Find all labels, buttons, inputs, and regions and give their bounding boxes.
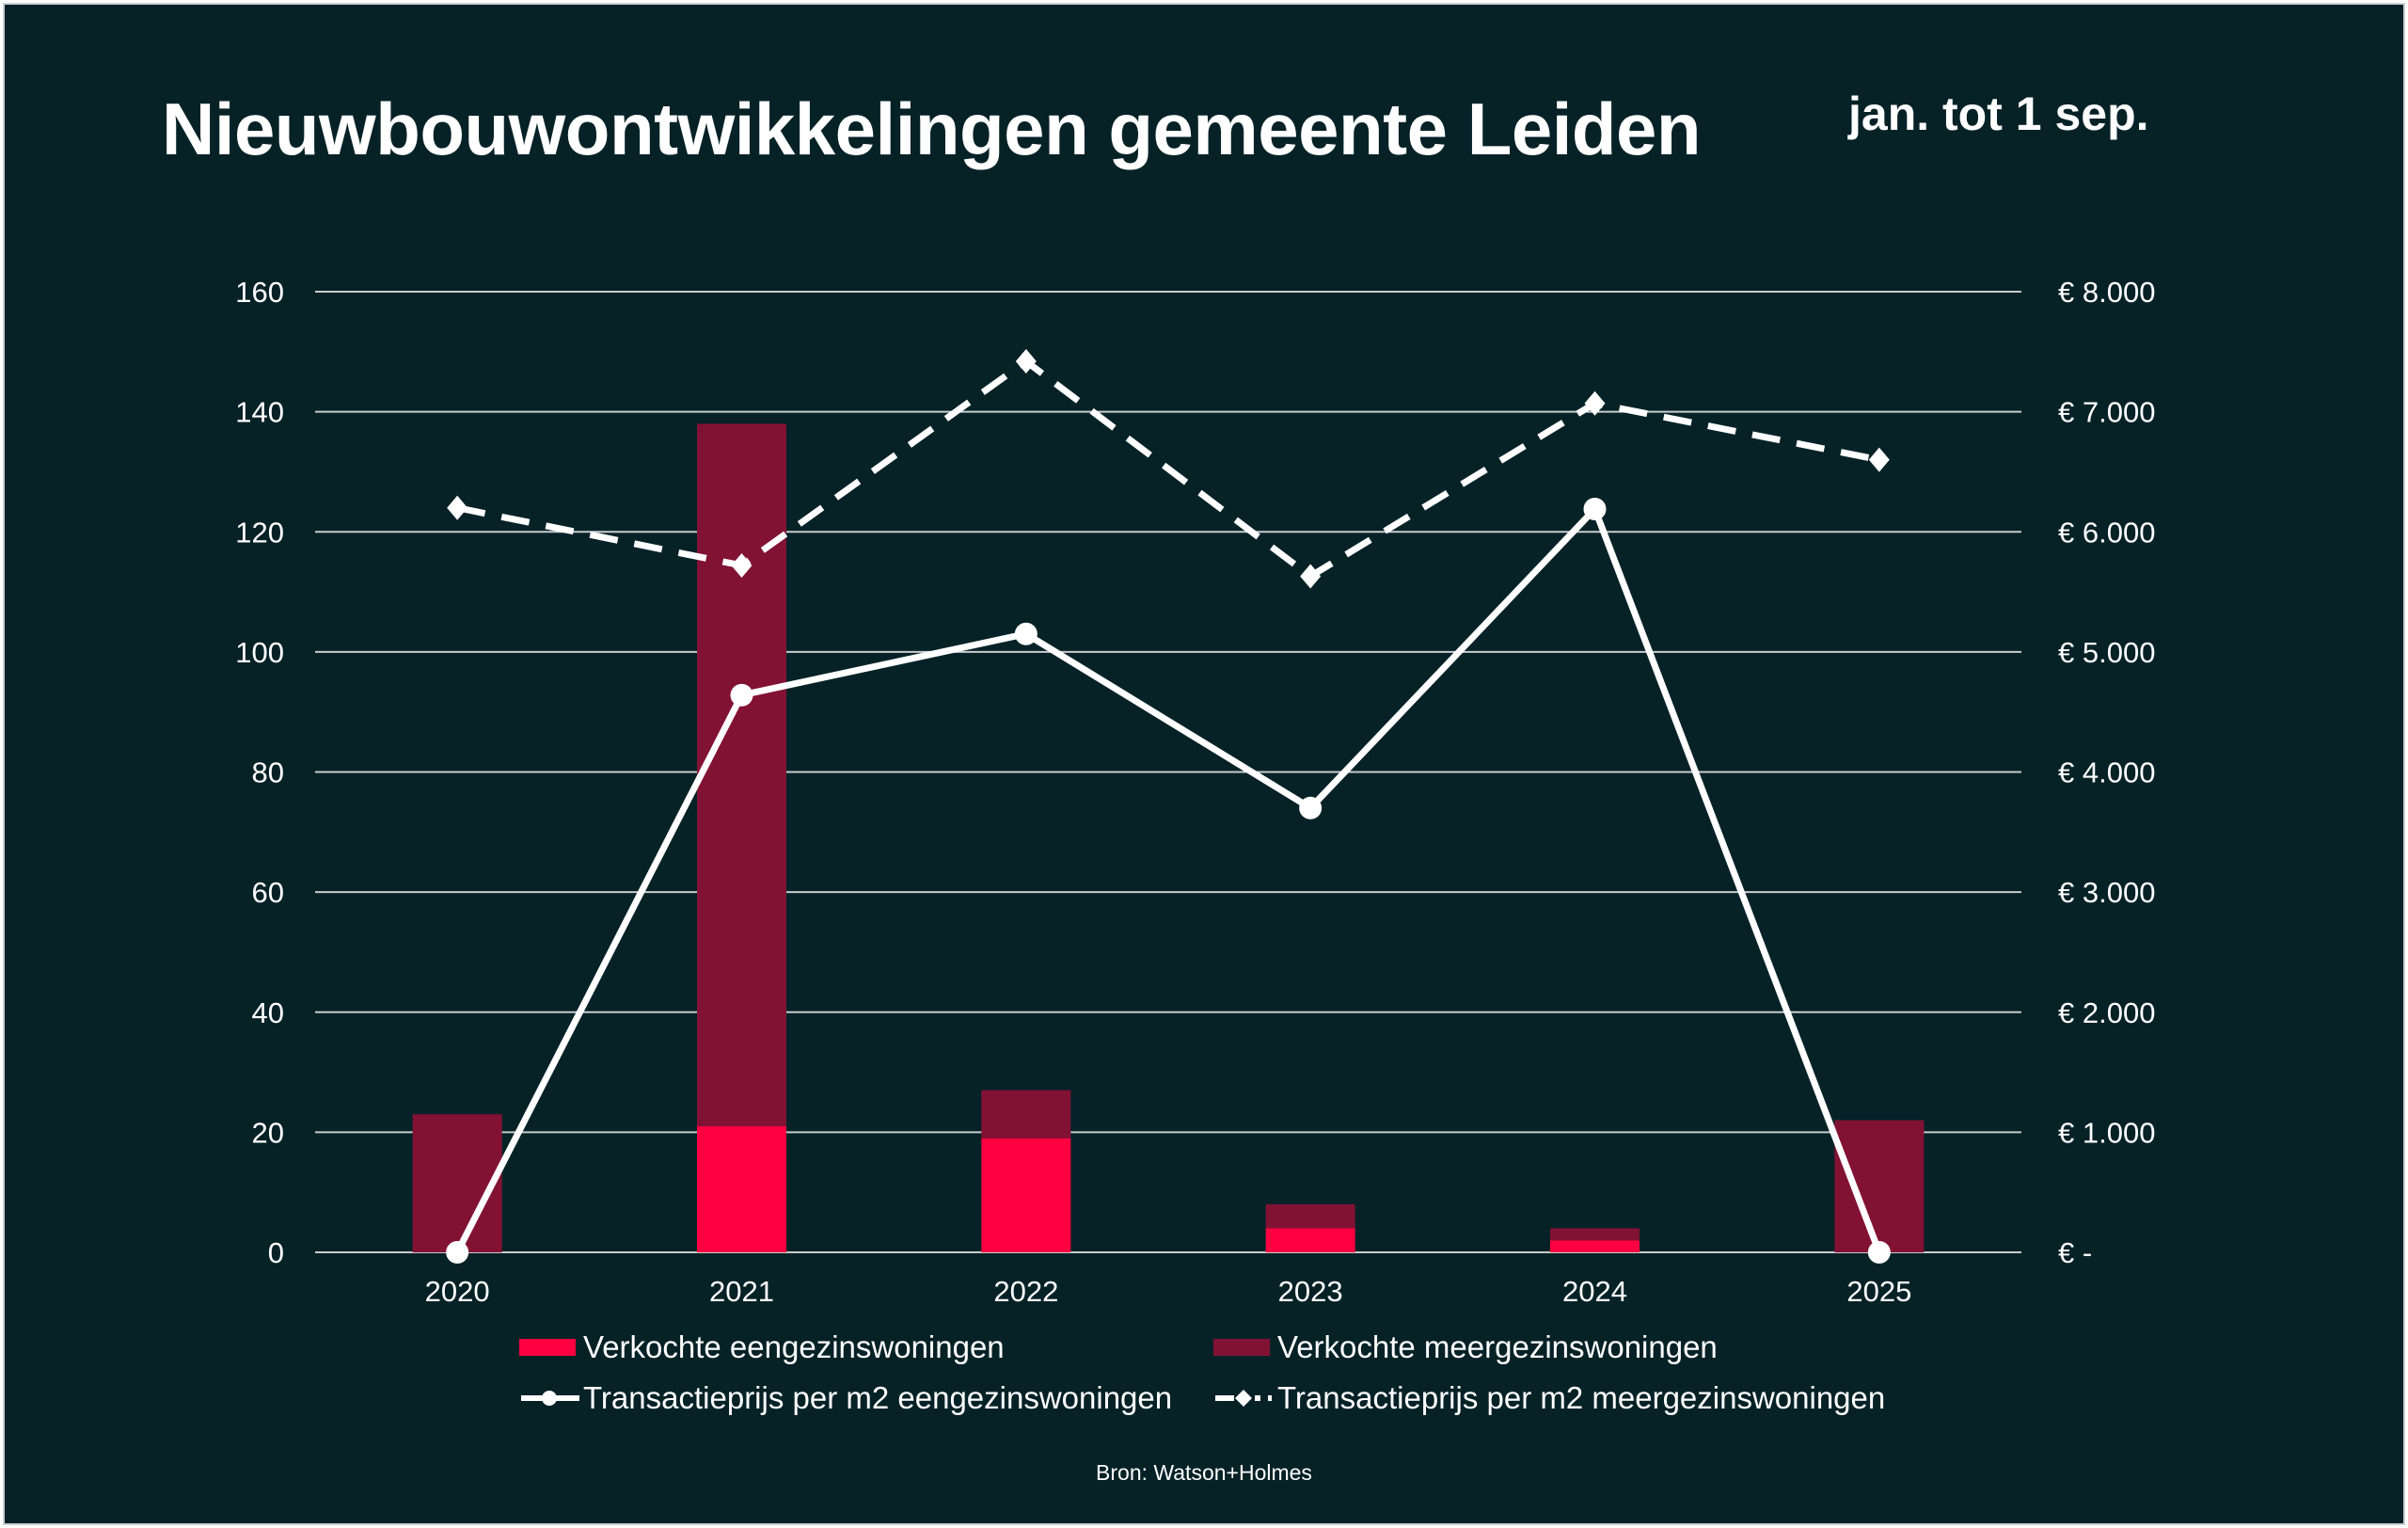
y2-tick-label: € 8.000 bbox=[2058, 276, 2155, 309]
x-tick-label: 2020 bbox=[425, 1275, 490, 1308]
line-meergezins-price bbox=[456, 358, 1880, 580]
x-tick-label: 2024 bbox=[1562, 1275, 1627, 1308]
y-tick-label: 140 bbox=[235, 396, 284, 429]
marker-circle bbox=[1867, 1241, 1891, 1264]
legend-label: Transactieprijs per m2 meergezinswoninge… bbox=[1277, 1380, 1886, 1415]
bar-meergezins bbox=[1834, 1120, 1925, 1252]
legend-line-circle-icon bbox=[521, 1391, 579, 1406]
marker-circle bbox=[446, 1241, 469, 1264]
legend-item-eengezins-bar: Verkochte eengezinswoningen bbox=[519, 1329, 1005, 1365]
y-tick-label: 20 bbox=[252, 1116, 284, 1149]
bar-eengezins bbox=[1265, 1228, 1355, 1252]
marker-circle bbox=[1299, 796, 1323, 820]
chart-subtitle: jan. tot 1 sep. bbox=[1848, 88, 2149, 140]
y2-tick-label: € 3.000 bbox=[2058, 876, 2155, 909]
source-note: Bron: Watson+Holmes bbox=[1096, 1460, 1312, 1485]
legend-item-eengezins-line: Transactieprijs per m2 eengezinswoningen bbox=[519, 1380, 1172, 1416]
marker-diamond bbox=[1868, 447, 1890, 472]
marker-diamond bbox=[731, 552, 752, 578]
x-tick-label: 2022 bbox=[993, 1275, 1058, 1308]
y-tick-label: 60 bbox=[252, 876, 284, 909]
x-tick-label: 2025 bbox=[1846, 1275, 1911, 1308]
bar-meergezins bbox=[1265, 1203, 1355, 1229]
y-tick-label: 100 bbox=[235, 636, 284, 669]
bar-meergezins bbox=[981, 1090, 1071, 1138]
y2-tick-label: € 4.000 bbox=[2058, 756, 2155, 789]
x-tick-label: 2021 bbox=[709, 1275, 774, 1308]
legend-swatch bbox=[1213, 1339, 1270, 1356]
legend-swatch bbox=[519, 1339, 576, 1356]
marker-circle bbox=[1014, 622, 1038, 645]
legend-label: Verkochte meergezinswoningen bbox=[1277, 1329, 1718, 1364]
y-tick-label: 160 bbox=[235, 276, 284, 309]
chart-title: Nieuwbouwontwikkelingen gemeente Leiden bbox=[162, 88, 1702, 170]
bar-meergezins bbox=[1550, 1228, 1640, 1241]
legend-item-meergezins-line: Transactieprijs per m2 meergezinswoninge… bbox=[1213, 1380, 1885, 1416]
legend-label: Transactieprijs per m2 eengezinswoningen bbox=[583, 1380, 1173, 1415]
legend-line-diamond-icon bbox=[1215, 1390, 1272, 1407]
bar-eengezins bbox=[981, 1138, 1071, 1252]
legend-item-meergezins-bar: Verkochte meergezinswoningen bbox=[1213, 1329, 1718, 1365]
y2-tick-label: € 5.000 bbox=[2058, 636, 2155, 669]
y-tick-label: 40 bbox=[252, 996, 284, 1029]
y2-tick-label: € 2.000 bbox=[2058, 996, 2155, 1029]
legend-label: Verkochte eengezinswoningen bbox=[583, 1329, 1005, 1364]
chart-frame bbox=[3, 3, 2405, 1525]
y2-tick-label: € 1.000 bbox=[2058, 1116, 2155, 1149]
marker-diamond bbox=[1584, 390, 1606, 416]
bar-meergezins bbox=[697, 423, 786, 1126]
y-tick-label: 0 bbox=[268, 1236, 284, 1269]
y-tick-label: 80 bbox=[252, 756, 284, 789]
line-eengezins-price bbox=[454, 505, 1883, 1254]
y2-tick-label: € 6.000 bbox=[2058, 516, 2155, 549]
marker-circle bbox=[1583, 498, 1607, 521]
y-tick-label: 120 bbox=[235, 516, 284, 549]
y2-tick-label: € 7.000 bbox=[2058, 396, 2155, 429]
y2-tick-label: € - bbox=[2058, 1236, 2092, 1269]
bar-meergezins bbox=[412, 1114, 502, 1252]
bar-eengezins bbox=[697, 1125, 786, 1252]
marker-circle bbox=[730, 683, 753, 707]
marker-diamond bbox=[1015, 349, 1037, 374]
bar-eengezins bbox=[1550, 1240, 1640, 1252]
x-tick-label: 2023 bbox=[1278, 1275, 1343, 1308]
marker-diamond bbox=[1300, 564, 1322, 589]
marker-diamond bbox=[447, 495, 468, 520]
